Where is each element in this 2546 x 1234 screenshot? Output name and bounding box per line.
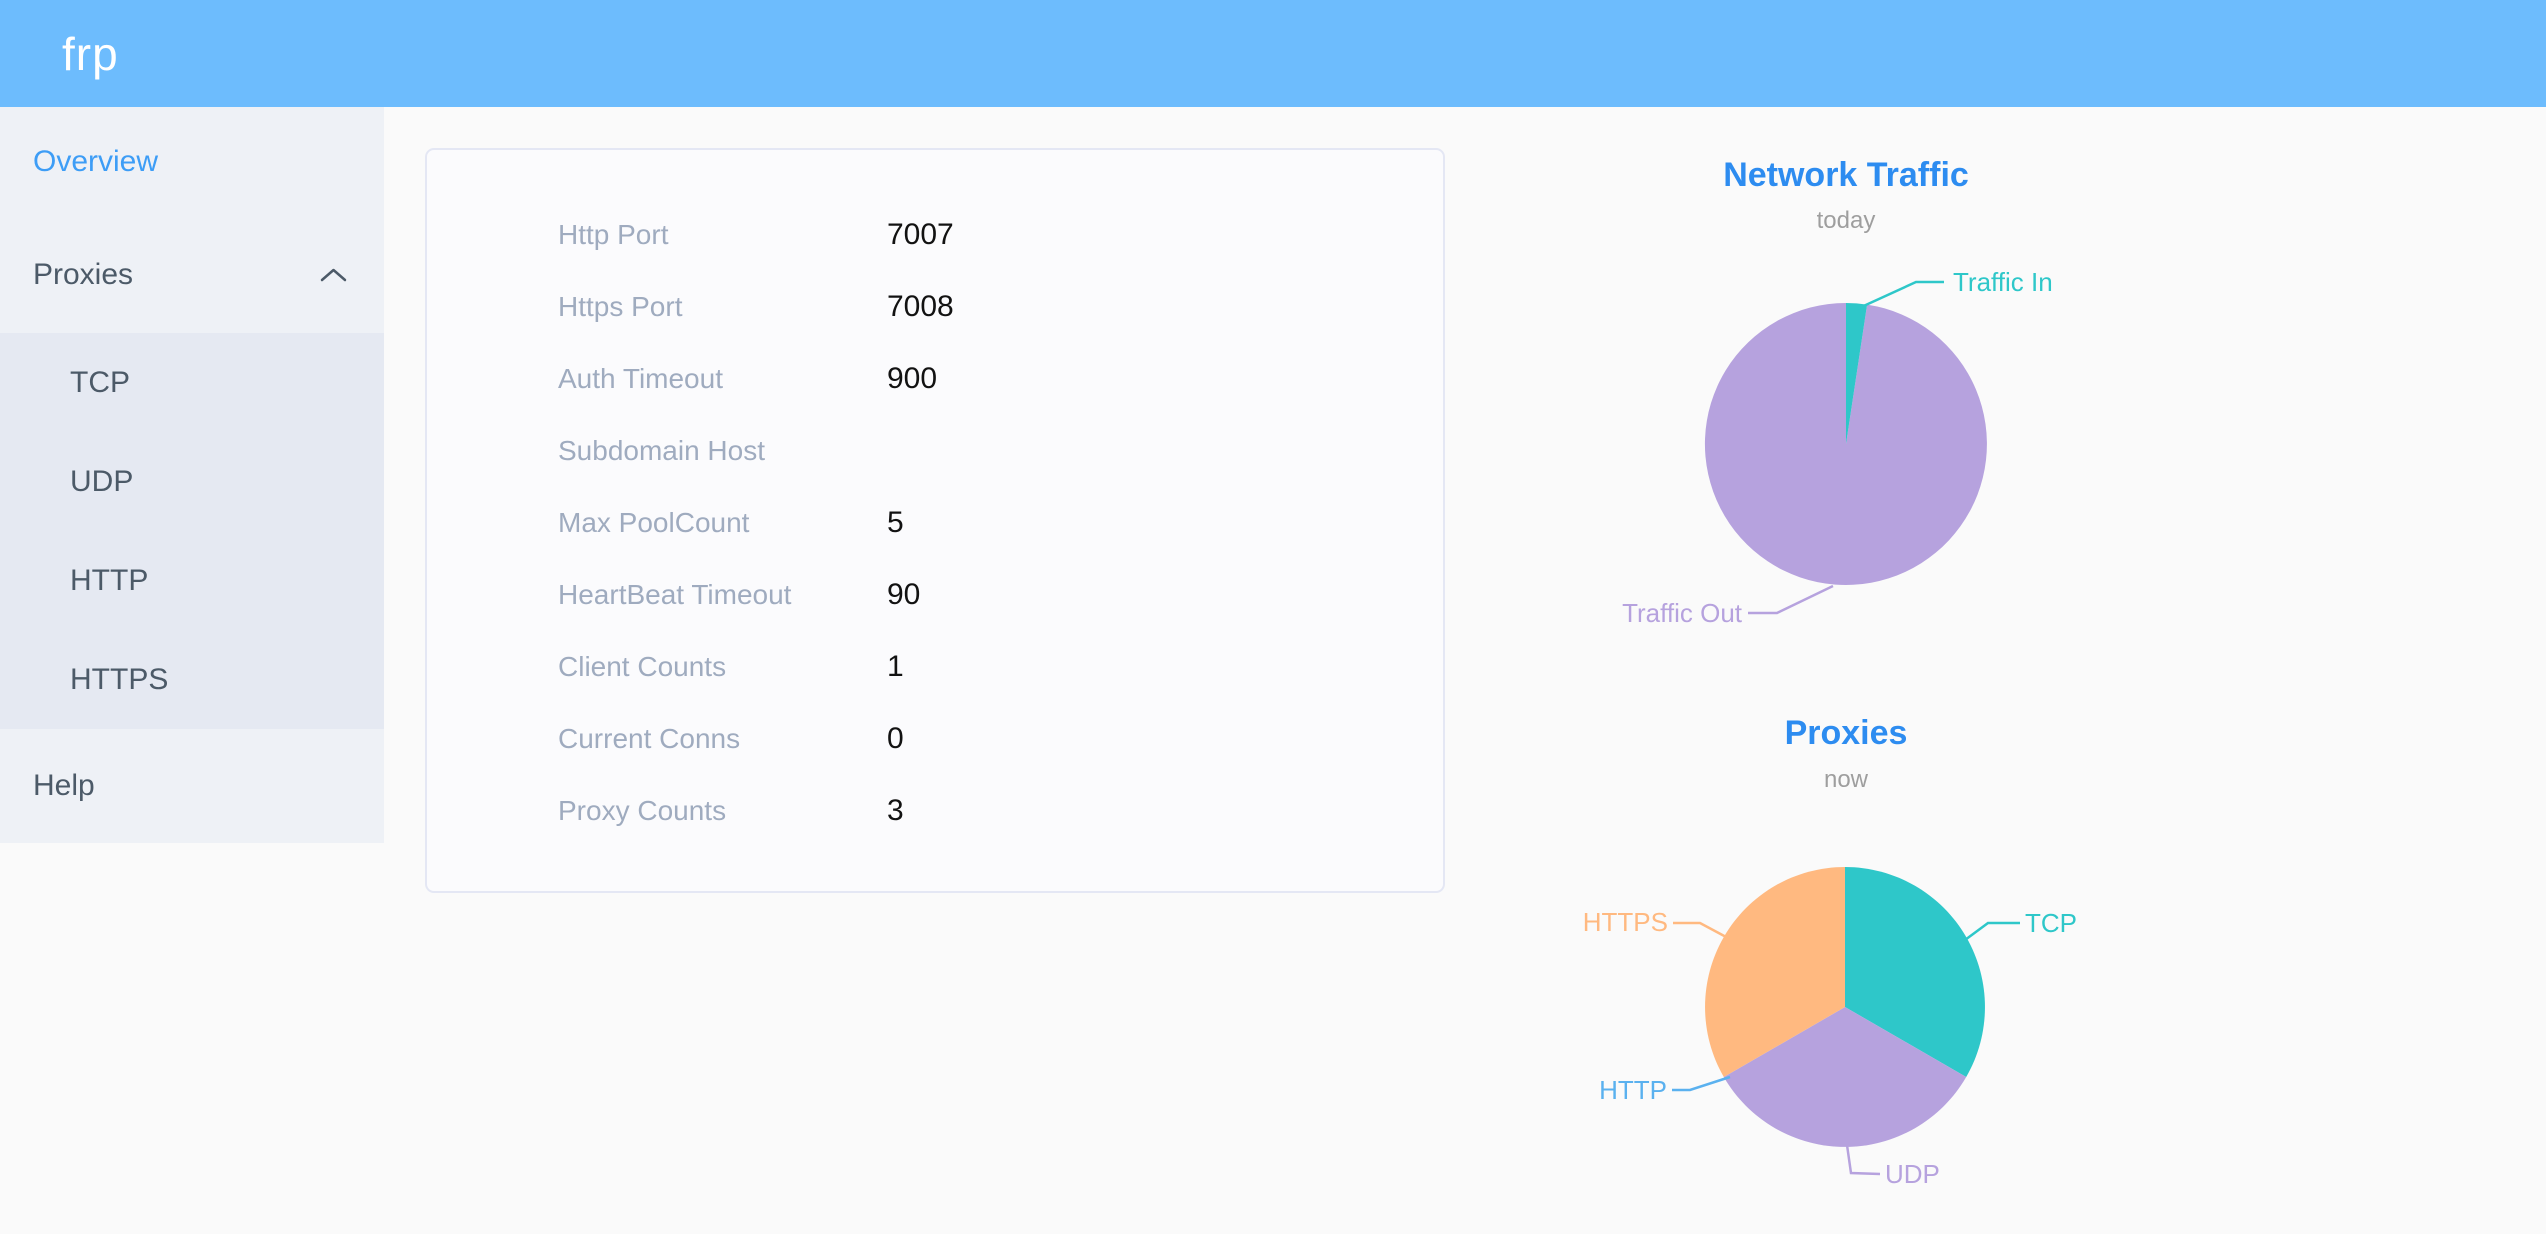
sidebar-item-help[interactable]: Help [0,729,384,843]
sidebar-item-http[interactable]: HTTP [0,531,384,630]
sidebar-item-label: TCP [70,365,130,399]
config-label: Http Port [558,219,669,250]
sidebar-item-proxies[interactable]: Proxies [0,217,384,333]
config-row: HeartBeat Timeout 90 [427,559,1443,631]
config-label: HeartBeat Timeout [558,579,792,610]
leader-line-https [1673,921,1729,940]
pie-slice-traffic-out[interactable] [1704,302,1987,585]
leader-line-traffic-in [1856,280,1944,311]
config-row: Current Conns 0 [427,703,1443,775]
sidebar-item-label: HTTPS [70,662,169,696]
sidebar-nav: Overview Proxies TCP UDP HTTP HTTPS Help [0,107,384,843]
config-value: 90 [887,578,921,611]
config-value: 3 [887,794,904,827]
leader-line-udp [1845,1144,1881,1176]
proxies-chart-title: Proxies [1784,714,1908,752]
config-row: Subdomain Host [427,415,1443,487]
sidebar-item-label: Help [33,769,95,802]
pie-slice-traffic-in[interactable] [1846,303,1868,444]
top-header-bar: frp [0,0,2546,107]
proxies-pie-chart [1672,867,2020,1176]
config-label: Client Counts [558,651,727,682]
pie-label-http: HTTP [1599,1075,1667,1105]
network-traffic-chart-title: Network Traffic [1723,156,1969,194]
sidebar-item-tcp[interactable]: TCP [0,333,384,432]
sidebar-item-label: Overview [33,145,159,178]
config-row: Https Port 7008 [427,271,1443,343]
sidebar-item-https[interactable]: HTTPS [0,630,384,729]
network-traffic-chart-subtitle: today [1816,207,1876,234]
leader-line-traffic-out [1748,584,1834,615]
config-label: Current Conns [558,723,741,754]
pie-label-udp: UDP [1885,1159,1940,1189]
pie-label-tcp: TCP [2025,908,2077,938]
pie-slice-tcp[interactable] [1845,867,1985,1077]
proxies-submenu: TCP UDP HTTP HTTPS [0,333,384,729]
config-row: Auth Timeout 900 [427,343,1443,415]
config-value: 7007 [887,218,954,251]
pie-label-traffic-in: Traffic In [1953,267,2053,297]
config-label: Subdomain Host [558,435,766,466]
network-traffic-pie-chart [1704,280,1987,615]
leader-line-tcp [1964,921,2020,942]
config-label: Https Port [558,291,683,322]
config-row: Client Counts 1 [427,631,1443,703]
pie-slice-https[interactable] [1705,867,1845,1077]
chevron-up-icon [320,268,347,282]
server-config-card: Http Port 7007 Https Port 7008 Auth Timeou… [425,148,1445,893]
config-row: Max PoolCount 5 [427,487,1443,559]
pie-slice-udp[interactable] [1723,1007,1967,1147]
proxies-chart-subtitle: now [1823,766,1869,793]
config-row: Proxy Counts 3 [427,775,1443,847]
config-value: 0 [887,722,904,755]
frp-logo: frp [62,27,119,80]
config-row: Http Port 7007 [427,199,1443,271]
config-label: Max PoolCount [558,507,750,538]
sidebar-item-overview[interactable]: Overview [0,107,384,217]
config-value: 900 [887,362,938,395]
sidebar-item-label: HTTP [70,563,149,597]
config-value: 7008 [887,290,954,323]
config-value: 5 [887,506,904,539]
sidebar-item-udp[interactable]: UDP [0,432,384,531]
pie-label-https: HTTPS [1582,907,1668,937]
config-label: Proxy Counts [558,795,727,826]
config-label: Auth Timeout [558,363,723,394]
leader-line-http [1672,1075,1731,1092]
config-value: 1 [887,650,904,683]
sidebar-item-label: Proxies [33,258,134,291]
pie-label-traffic-out: Traffic Out [1622,598,1742,628]
sidebar-item-label: UDP [70,464,134,498]
